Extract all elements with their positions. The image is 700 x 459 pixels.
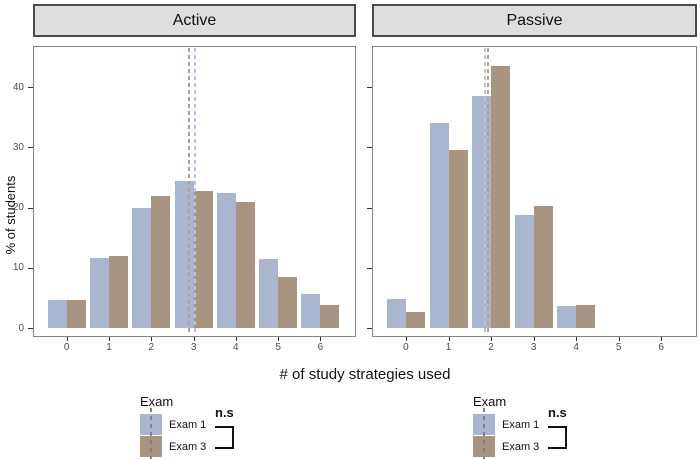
legend-mean-line-sample-icon [483, 408, 485, 459]
x-tick [576, 337, 578, 341]
significance-bracket-vertical [565, 426, 567, 449]
mean-vline-exam-1 [483, 48, 486, 335]
y-tick-label: 20 [12, 202, 24, 214]
bar-exam-1-x2 [472, 95, 491, 328]
mean-vline-exam-1 [194, 48, 196, 335]
legend-label-exam-1: Exam 1 [169, 419, 207, 431]
x-tick [618, 337, 620, 341]
bar-exam-3-x1 [109, 256, 128, 328]
x-axis-title: # of study strategies used [279, 366, 451, 383]
y-tick-label: 0 [18, 322, 24, 334]
y-tick-label: 30 [12, 141, 24, 153]
x-tick-label: 5 [615, 342, 622, 353]
bar-exam-1-x6 [301, 294, 321, 328]
bar-exam-3-x3 [533, 205, 553, 328]
bar-exam-1-x3 [174, 180, 194, 328]
bar-exam-1-x2 [132, 208, 152, 328]
bar-exam-3-x4 [235, 202, 255, 328]
mean-vline-exam-3 [188, 48, 191, 335]
significance-bracket-bottom [548, 447, 567, 449]
legend-label-exam-3: Exam 3 [169, 441, 207, 453]
significance-annotation: n.s [548, 405, 567, 420]
x-tick [448, 337, 450, 341]
y-tick [28, 207, 33, 209]
facet-label-active: Active [172, 11, 217, 29]
bar-exam-1-x5 [259, 258, 279, 328]
x-tick [66, 337, 68, 341]
x-tick [235, 337, 237, 341]
bar-exam-3-x6 [320, 304, 340, 328]
bar-exam-1-x4 [557, 306, 577, 328]
x-tick-label: 1 [445, 342, 452, 353]
significance-bracket-top [215, 426, 234, 428]
x-tick-label: 1 [106, 342, 112, 353]
bar-exam-3-x0 [405, 312, 425, 328]
bar-exam-1-x1 [429, 122, 449, 328]
y-tick-label: 40 [12, 81, 24, 93]
significance-bracket-vertical [232, 426, 234, 449]
y-axis-title: % of students [3, 175, 18, 255]
plot-panel-passive [372, 46, 697, 337]
x-tick [193, 337, 195, 341]
bar-exam-1-x0 [386, 299, 406, 328]
legend-title: Exam [473, 394, 507, 409]
bar-exam-3-x2 [151, 195, 171, 328]
y-tick [28, 147, 33, 149]
y-tick [367, 328, 372, 329]
bar-exam-3-x5 [278, 276, 298, 328]
bar-exam-1-x3 [514, 215, 534, 328]
x-tick-label: 0 [63, 342, 70, 353]
x-tick-label: 0 [403, 342, 409, 353]
legend-passive: Exam Exam 1 Exam 3 n.s [473, 394, 605, 459]
bar-exam-3-x2 [491, 65, 510, 328]
legend-mean-line-sample-icon [150, 408, 152, 459]
legend-title: Exam [140, 394, 174, 409]
y-tick [28, 328, 33, 329]
x-tick-label: 6 [317, 342, 324, 353]
y-tick [28, 267, 33, 269]
x-tick [491, 337, 492, 341]
plot-panel-active [33, 46, 356, 337]
x-tick [278, 337, 280, 341]
x-tick-label: 6 [658, 342, 664, 353]
x-tick [109, 337, 110, 341]
significance-bracket-bottom [215, 447, 234, 449]
x-tick-label: 2 [488, 342, 494, 353]
x-tick-label: 4 [233, 342, 239, 353]
x-tick [320, 337, 322, 341]
legend-label-exam-1: Exam 1 [502, 419, 540, 431]
legend-label-exam-3: Exam 3 [502, 441, 540, 453]
bar-exam-3-x0 [66, 299, 86, 328]
mean-vline-exam-3 [487, 48, 490, 335]
bar-exam-1-x0 [47, 299, 67, 328]
significance-bracket-top [548, 426, 567, 428]
x-tick-label: 4 [573, 342, 579, 353]
bar-exam-3-x3 [193, 191, 213, 328]
x-tick [533, 337, 535, 341]
x-tick [661, 337, 663, 341]
bar-exam-3-x4 [576, 305, 596, 328]
bar-exam-1-x1 [90, 258, 109, 328]
x-tick [405, 337, 407, 341]
x-tick-label: 5 [275, 342, 281, 353]
x-tick [151, 337, 153, 341]
facet-strip-passive: Passive [372, 4, 697, 37]
y-tick [28, 87, 33, 89]
x-tick-label: 2 [148, 342, 155, 353]
legend-active: Exam Exam 1 Exam 3 n.s [140, 394, 272, 459]
y-tick [367, 147, 372, 149]
significance-annotation: n.s [215, 405, 234, 420]
bar-exam-3-x1 [448, 149, 468, 328]
y-tick [367, 87, 372, 89]
y-tick [367, 267, 372, 269]
x-tick-label: 3 [530, 342, 537, 353]
facet-label-passive: Passive [506, 11, 563, 29]
facet-strip-active: Active [33, 4, 356, 37]
x-tick-label: 3 [190, 342, 197, 353]
y-tick-label: 10 [12, 262, 24, 274]
y-tick [367, 207, 372, 209]
bar-exam-1-x4 [216, 193, 236, 328]
